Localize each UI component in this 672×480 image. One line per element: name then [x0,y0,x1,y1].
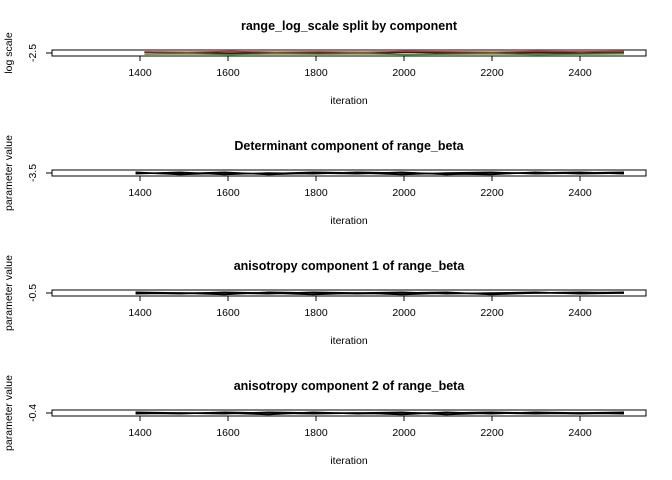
panel-1-y-tick-label: -2.5 [27,44,39,62]
panel-3-x-tick-label: 2400 [568,307,592,319]
panel-3-y-axis-label: parameter value [3,255,15,331]
panel-2: Determinant component of range_beta iter… [3,135,647,227]
panel-3-x-tick-label: 1800 [304,307,328,319]
panel-2-series-1-line [135,171,625,176]
panel-3-x-tick-label: 1600 [216,307,240,319]
panel-1-x-axis-label: iteration [330,95,368,107]
panel-4-x-tick-label: 1400 [128,427,152,439]
panel-3-x-tick-label: 2000 [392,307,416,319]
panel-1-x-tick-label: 1400 [128,67,152,79]
panel-4-y-axis-label: parameter value [3,375,15,451]
panel-2-x-tick-label: 1600 [216,187,240,199]
panel-2-y-tick-label: -3.5 [27,164,39,182]
panel-2-y-axis-label: parameter value [3,135,15,211]
panel-1-title: range_log_scale split by component [241,19,458,33]
panel-1-series-2-line [144,50,625,53]
panel-1-y-axis-label: log scale [3,32,15,74]
panel-1-x-tick-label: 1800 [304,67,328,79]
panel-4: anisotropy component 2 of range_beta ite… [3,375,647,467]
panel-4-title: anisotropy component 2 of range_beta [234,379,466,393]
panel-3-y-tick-label: -0.5 [27,284,39,302]
panel-2-x-tick-label: 2000 [392,187,416,199]
panel-1-x-tick-label: 2200 [480,67,504,79]
panel-3-x-tick-label: 2200 [480,307,504,319]
panel-3-series-3-line [135,291,625,296]
panel-1-x-tick-label: 2000 [392,67,416,79]
panel-2-title: Determinant component of range_beta [234,139,464,153]
panel-4-x-tick-label: 2000 [392,427,416,439]
panel-4-x-tick-label: 2200 [480,427,504,439]
panel-3: anisotropy component 1 of range_beta ite… [3,255,647,347]
panel-3-x-axis-label: iteration [330,335,368,347]
panel-1: range_log_scale split by component itera… [3,19,647,107]
panel-4-x-tick-label: 2400 [568,427,592,439]
panel-2-x-axis-label: iteration [330,215,368,227]
panel-4-x-tick-label: 1600 [216,427,240,439]
panel-2-x-tick-label: 2200 [480,187,504,199]
panel-2-x-tick-label: 1800 [304,187,328,199]
panel-1-x-tick-label: 2400 [568,67,592,79]
panel-4-series-3-line [135,411,625,416]
panel-4-y-tick-label: -0.4 [27,404,39,422]
panel-3-x-tick-label: 1400 [128,307,152,319]
panel-3-title: anisotropy component 1 of range_beta [234,259,466,273]
panel-2-x-tick-label: 2400 [568,187,592,199]
panel-1-series-3-line [144,53,625,56]
panel-2-series-3-line [135,171,625,176]
panel-4-x-tick-label: 1800 [304,427,328,439]
panel-1-series-1-line [144,51,625,55]
panel-2-x-tick-label: 1400 [128,187,152,199]
panel-4-x-axis-label: iteration [330,455,368,467]
panel-1-x-tick-label: 1600 [216,67,240,79]
